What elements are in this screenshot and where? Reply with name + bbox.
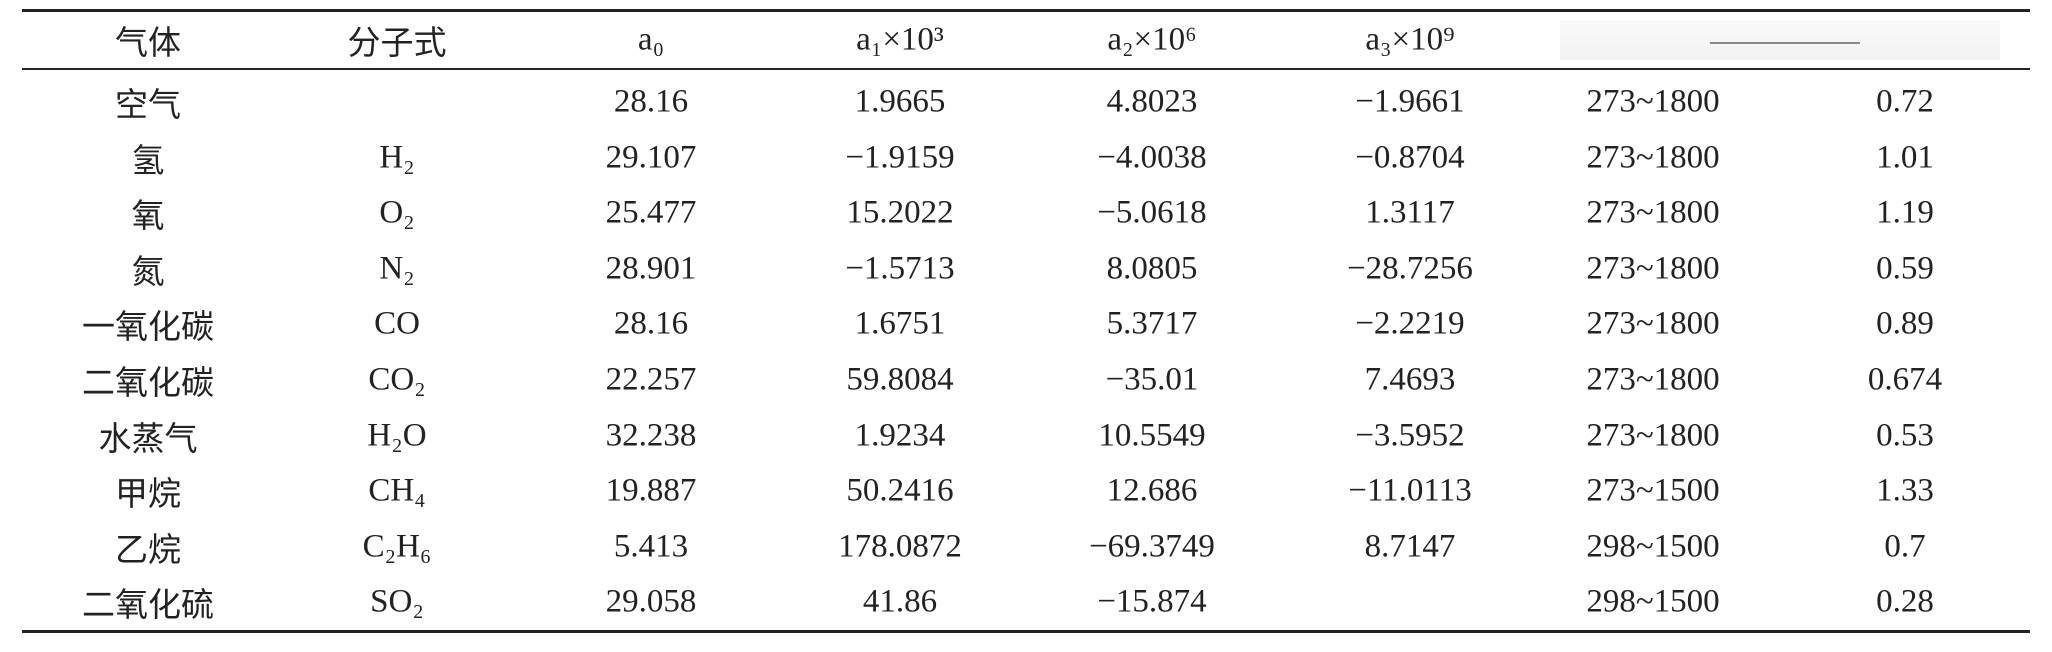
- table-cell: O₂: [379, 194, 415, 231]
- table-cell: 0.72: [1876, 83, 1934, 120]
- table-cell: 甲烷: [115, 477, 181, 514]
- table-cell: 25.477: [605, 194, 697, 231]
- table-cell: N₂: [379, 250, 415, 287]
- table-cell: −15.874: [1097, 583, 1207, 620]
- table-cell: 19.887: [605, 472, 697, 509]
- table-cell: 12.686: [1106, 472, 1198, 509]
- header-cell: a₃×10⁹: [1365, 21, 1455, 58]
- table-cell: 32.238: [605, 417, 697, 454]
- table-cell: SO₂: [370, 583, 424, 620]
- table-cell: −3.5952: [1355, 417, 1465, 454]
- top-rule: [22, 9, 2030, 12]
- table-cell: 5.3717: [1106, 305, 1198, 342]
- table-cell: 50.2416: [846, 472, 954, 509]
- table-cell: 氮: [131, 254, 165, 291]
- header-cell: a₂×10⁶: [1107, 21, 1197, 58]
- table-cell: 29.058: [605, 583, 697, 620]
- table-cell: 8.7147: [1364, 528, 1456, 565]
- header-rule: [22, 68, 2030, 70]
- table-cell: 273~1800: [1586, 194, 1720, 231]
- table-cell: 1.6751: [854, 305, 946, 342]
- table-cell: 氧: [131, 199, 165, 236]
- table-cell: 1.19: [1876, 194, 1934, 231]
- table-cell: 22.257: [605, 361, 697, 398]
- table-cell: −5.0618: [1097, 194, 1207, 231]
- table-cell: 1.9665: [854, 83, 946, 120]
- table-cell: −28.7256: [1347, 250, 1473, 287]
- table-cell: 28.901: [605, 250, 697, 287]
- table-cell: −69.3749: [1089, 528, 1215, 565]
- table-cell: 8.0805: [1106, 250, 1198, 287]
- table-cell: −4.0038: [1097, 139, 1207, 176]
- table-cell: −2.2219: [1355, 305, 1465, 342]
- table-cell: 273~1500: [1586, 472, 1720, 509]
- table-cell: 空气: [115, 88, 181, 124]
- table-cell: 氢: [131, 143, 165, 180]
- table-cell: 28.16: [613, 305, 689, 342]
- table-cell: 41.86: [862, 583, 938, 620]
- table-cell: 1.01: [1876, 139, 1934, 176]
- table-cell: 1.9234: [854, 417, 946, 454]
- table-cell: 273~1800: [1586, 417, 1720, 454]
- table-cell: 178.0872: [838, 528, 962, 565]
- header-cell: a₀: [637, 21, 665, 58]
- table-cell: CH₄: [368, 472, 426, 509]
- table-cell: 28.16: [613, 83, 689, 120]
- header-cell: 分子式: [347, 26, 447, 62]
- table-cell: 乙烷: [115, 532, 181, 569]
- header-blank: [1560, 20, 2000, 60]
- table-cell: H₂: [379, 139, 415, 176]
- table-cell: CO: [374, 305, 420, 342]
- table-cell: 5.413: [613, 528, 689, 565]
- header-cell: 气体: [115, 26, 181, 62]
- table-cell: 0.674: [1867, 361, 1943, 398]
- table-cell: −0.8704: [1355, 139, 1465, 176]
- table-cell: 29.107: [605, 139, 697, 176]
- table-cell: 0.53: [1876, 417, 1934, 454]
- table-cell: CO₂: [368, 361, 426, 398]
- table-cell: 10.5549: [1098, 417, 1206, 454]
- table-cell: 273~1800: [1586, 139, 1720, 176]
- table-cell: 二氧化碳: [82, 366, 214, 402]
- table-cell: −35.01: [1105, 361, 1199, 398]
- table-cell: −1.5713: [845, 250, 955, 287]
- table-cell: 1.3117: [1365, 194, 1455, 231]
- table-cell: 273~1800: [1586, 83, 1720, 120]
- table-cell: C₂H₆: [362, 528, 432, 565]
- table-cell: 273~1800: [1586, 305, 1720, 342]
- table-cell: 15.2022: [846, 194, 954, 231]
- table-cell: 0.7: [1884, 528, 1926, 565]
- table-cell: 0.89: [1876, 305, 1934, 342]
- table-cell: 298~1500: [1586, 583, 1720, 620]
- table-cell: H₂O: [367, 417, 427, 454]
- bottom-rule: [22, 630, 2030, 633]
- table-cell: 一氧化碳: [82, 310, 214, 347]
- table-cell: 二氧化硫: [82, 588, 214, 625]
- table-cell: 273~1800: [1586, 250, 1720, 287]
- table-cell: −11.0113: [1348, 472, 1472, 509]
- table-cell: 4.8023: [1106, 83, 1198, 120]
- table-cell: 1.33: [1876, 472, 1934, 509]
- table-cell: −1.9661: [1355, 83, 1465, 120]
- table-cell: 59.8084: [846, 361, 954, 398]
- table-cell: 298~1500: [1586, 528, 1720, 565]
- header-cell: a₁×10³: [856, 21, 944, 58]
- table-cell: 水蒸气: [98, 421, 198, 458]
- table-cell: −1.9159: [845, 139, 955, 176]
- table-cell: 0.59: [1876, 250, 1934, 287]
- table-cell: 0.28: [1876, 583, 1934, 620]
- table-cell: 273~1800: [1586, 361, 1720, 398]
- table-cell: 7.4693: [1364, 361, 1456, 398]
